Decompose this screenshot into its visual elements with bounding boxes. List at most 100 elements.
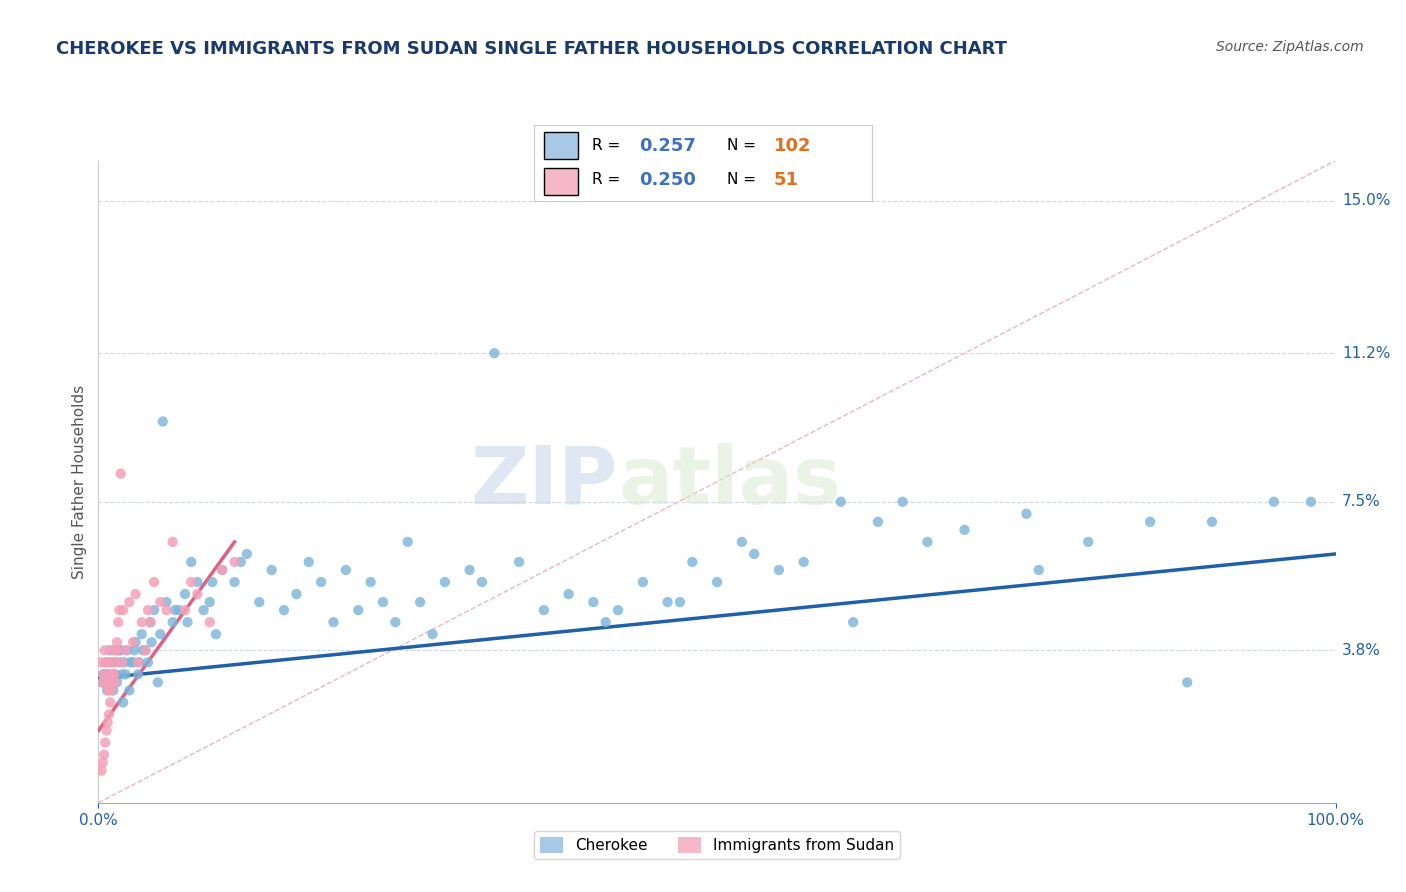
Point xyxy=(742,547,765,561)
Point xyxy=(122,655,145,669)
Point xyxy=(309,575,332,590)
Point xyxy=(176,615,198,630)
Point xyxy=(127,655,149,669)
Point xyxy=(94,655,117,669)
Point xyxy=(103,667,125,681)
Point xyxy=(433,575,456,590)
FancyBboxPatch shape xyxy=(544,132,578,159)
Point xyxy=(103,675,125,690)
Point xyxy=(842,615,865,630)
Point xyxy=(111,667,134,681)
Point xyxy=(90,655,112,669)
Point xyxy=(104,667,127,681)
Point xyxy=(136,655,159,669)
Point xyxy=(127,667,149,681)
Point xyxy=(108,655,131,669)
Point xyxy=(285,587,308,601)
Point xyxy=(90,764,112,778)
Point xyxy=(93,643,115,657)
Text: N =: N = xyxy=(727,172,761,187)
Point xyxy=(91,756,114,770)
Point xyxy=(347,603,370,617)
Point xyxy=(96,683,118,698)
Point xyxy=(101,643,124,657)
Point xyxy=(107,615,129,630)
Text: atlas: atlas xyxy=(619,442,841,521)
Point xyxy=(1077,535,1099,549)
Point xyxy=(471,575,494,590)
Point xyxy=(508,555,530,569)
Point xyxy=(91,675,114,690)
Point xyxy=(186,587,208,601)
Text: R =: R = xyxy=(592,138,624,153)
Text: Source: ZipAtlas.com: Source: ZipAtlas.com xyxy=(1216,40,1364,54)
Point xyxy=(96,675,118,690)
Point xyxy=(93,667,115,681)
Point xyxy=(124,587,146,601)
Point xyxy=(143,603,166,617)
Point xyxy=(360,575,382,590)
Point xyxy=(631,575,654,590)
Point xyxy=(953,523,976,537)
Point xyxy=(595,615,617,630)
Point xyxy=(371,595,394,609)
Point xyxy=(152,415,174,429)
Point xyxy=(97,683,120,698)
Point xyxy=(1028,563,1050,577)
Point xyxy=(112,696,135,710)
Text: 15.0%: 15.0% xyxy=(1341,194,1391,208)
Text: 0.250: 0.250 xyxy=(638,171,696,189)
Point xyxy=(211,563,233,577)
Point xyxy=(162,535,184,549)
Point xyxy=(384,615,406,630)
Point xyxy=(100,655,122,669)
Point xyxy=(891,494,914,508)
Point xyxy=(1015,507,1038,521)
Point xyxy=(706,575,728,590)
Point xyxy=(198,595,221,609)
Point xyxy=(114,643,136,657)
Point xyxy=(111,655,134,669)
Point xyxy=(582,595,605,609)
Point xyxy=(174,587,197,601)
Point xyxy=(155,595,177,609)
Point xyxy=(91,675,114,690)
Point xyxy=(193,603,215,617)
Point xyxy=(229,555,252,569)
Point xyxy=(103,667,125,681)
Point xyxy=(94,655,117,669)
Point xyxy=(104,643,127,657)
Point xyxy=(115,643,138,657)
Point xyxy=(1201,515,1223,529)
Point xyxy=(167,603,190,617)
Point xyxy=(273,603,295,617)
Point xyxy=(298,555,321,569)
Point xyxy=(484,346,506,360)
Text: N =: N = xyxy=(727,138,761,153)
Point xyxy=(104,655,127,669)
Point xyxy=(458,563,481,577)
Text: 102: 102 xyxy=(773,136,811,154)
Point xyxy=(1139,515,1161,529)
Point xyxy=(149,595,172,609)
Point xyxy=(96,723,118,738)
Point xyxy=(211,563,233,577)
Point xyxy=(120,655,142,669)
Point xyxy=(105,675,128,690)
Point xyxy=(139,615,162,630)
Point xyxy=(180,555,202,569)
Point xyxy=(101,675,124,690)
Point xyxy=(607,603,630,617)
Point xyxy=(180,575,202,590)
Point xyxy=(134,643,156,657)
Point xyxy=(669,595,692,609)
Point xyxy=(247,595,270,609)
Text: 0.257: 0.257 xyxy=(638,136,696,154)
Point xyxy=(97,715,120,730)
Point xyxy=(224,555,246,569)
Point xyxy=(201,575,224,590)
Point xyxy=(1299,494,1322,508)
Point xyxy=(322,615,344,630)
Point xyxy=(97,667,120,681)
Text: CHEROKEE VS IMMIGRANTS FROM SUDAN SINGLE FATHER HOUSEHOLDS CORRELATION CHART: CHEROKEE VS IMMIGRANTS FROM SUDAN SINGLE… xyxy=(56,40,1007,58)
